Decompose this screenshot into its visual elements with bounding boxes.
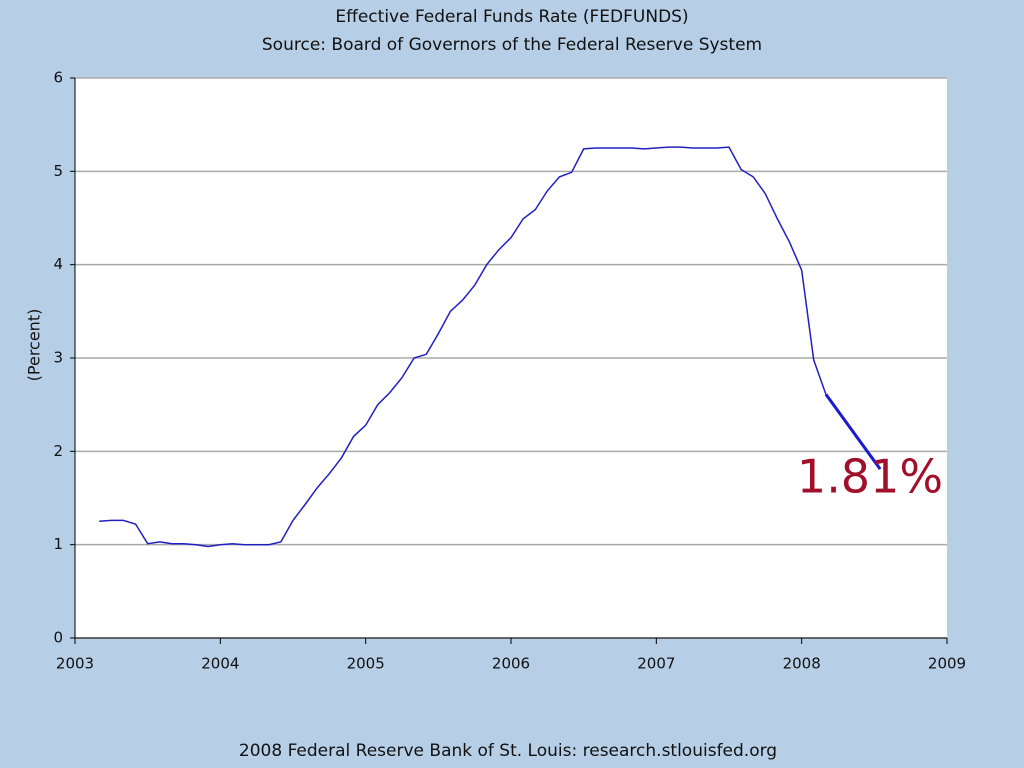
x-tick-label: 2008 bbox=[783, 655, 821, 673]
x-tick-label: 2006 bbox=[492, 655, 530, 673]
x-tick-label: 2003 bbox=[56, 655, 94, 673]
x-tick-label: 2005 bbox=[347, 655, 385, 673]
y-axis-label: (Percent) bbox=[25, 309, 44, 382]
footer: 2008 Federal Reserve Bank of St. Louis: … bbox=[239, 741, 777, 761]
y-tick-label: 4 bbox=[53, 255, 63, 273]
y-tick-label: 3 bbox=[53, 349, 63, 367]
chart-title: Effective Federal Funds Rate (FEDFUNDS) bbox=[335, 7, 688, 27]
y-tick-label: 1 bbox=[53, 535, 63, 553]
data-line bbox=[99, 146, 827, 548]
x-tick-label: 2007 bbox=[637, 655, 675, 673]
y-tick-label: 2 bbox=[53, 442, 63, 460]
y-tick-label: 6 bbox=[53, 69, 63, 87]
chart-subtitle: Source: Board of Governors of the Federa… bbox=[262, 35, 762, 55]
x-tick-label: 2004 bbox=[201, 655, 239, 673]
x-tick-label: 2009 bbox=[928, 655, 966, 673]
annotation-label: 1.81% bbox=[797, 450, 943, 504]
annotation-line bbox=[824, 393, 882, 470]
y-tick-label: 5 bbox=[53, 162, 63, 180]
y-tick-label: 0 bbox=[53, 629, 63, 647]
